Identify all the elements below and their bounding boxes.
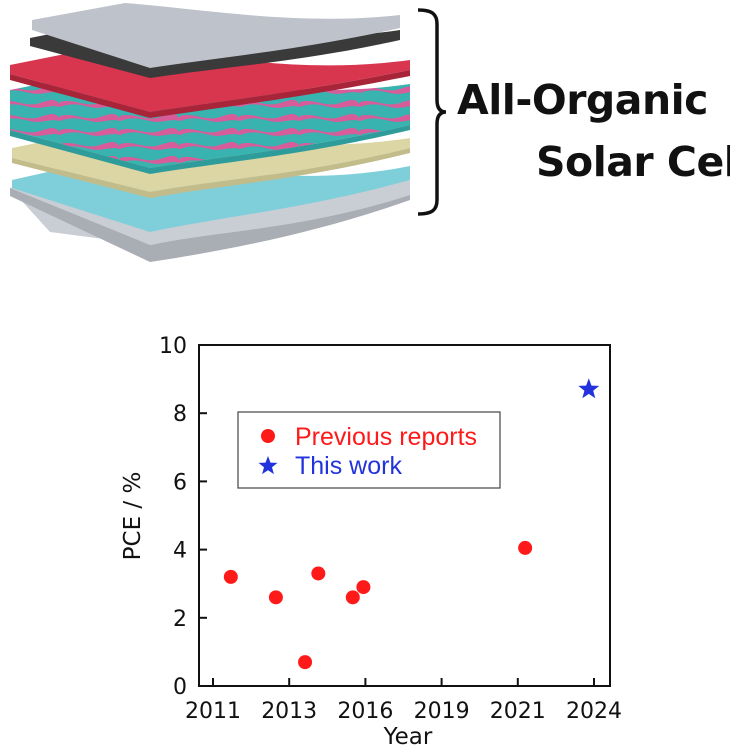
x-tick-label: 2011 (185, 699, 241, 724)
legend-box (237, 411, 501, 489)
data-point-previous-report (268, 590, 283, 605)
y-tick-label: 4 (173, 539, 187, 564)
legend-label-previous: Previous reports (295, 423, 477, 451)
y-tick-label: 0 (173, 675, 187, 700)
bracket (417, 8, 447, 216)
solar-cell-layer-illustration (10, 3, 447, 262)
y-axis-label: PCE / % (120, 472, 146, 561)
x-tick-label: 2013 (261, 699, 317, 724)
legend: Previous reports This work (237, 411, 501, 489)
legend-marker-previous (261, 429, 275, 443)
data-point-previous-report (518, 540, 533, 555)
x-tick-label: 2021 (490, 699, 546, 724)
illustration-title-line2: Solar Cell (536, 138, 730, 186)
legend-marker-this-work (258, 456, 278, 475)
data-point-this-work (578, 378, 600, 399)
data-point-previous-report (345, 590, 360, 605)
data-point-previous-report (223, 569, 238, 584)
y-tick-label: 2 (173, 607, 187, 632)
data-point-previous-report (298, 655, 313, 670)
top-electrode-layer (32, 3, 400, 68)
x-tick-label: 2016 (337, 699, 393, 724)
y-tick-label: 6 (173, 470, 187, 495)
plot-frame (198, 344, 611, 687)
illustration-title-line1: All-Organic (457, 76, 709, 124)
y-tick-label: 10 (159, 334, 187, 359)
data-point-previous-report (356, 580, 371, 595)
substrate-edge (10, 188, 410, 262)
x-axis-label: Year (383, 724, 433, 747)
x-tick-label: 2024 (566, 699, 622, 724)
x-tick-label: 2019 (414, 699, 470, 724)
data-point-previous-report (311, 566, 326, 581)
y-tick-label: 8 (173, 402, 187, 427)
legend-label-this-work: This work (295, 452, 402, 480)
